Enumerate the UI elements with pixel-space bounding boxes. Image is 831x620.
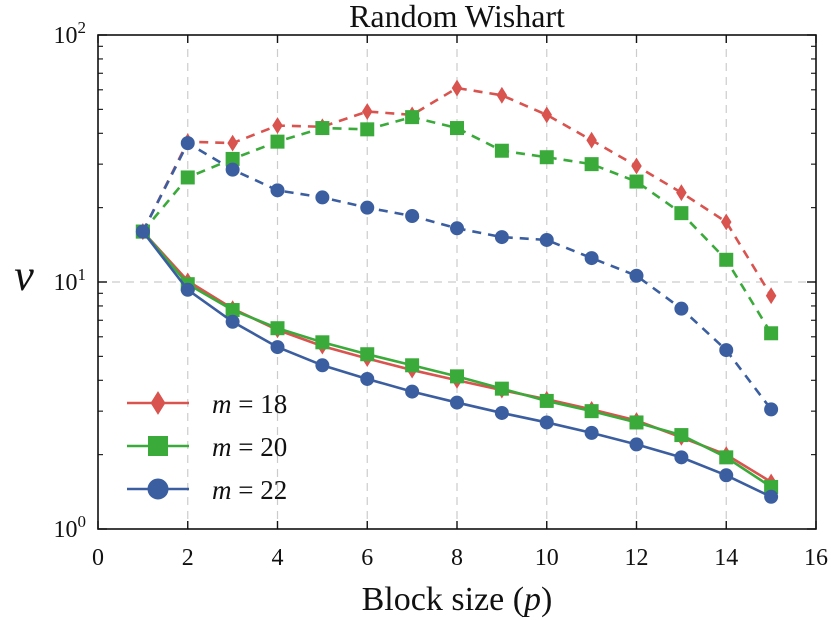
data-point-dashed-m18 <box>676 184 687 202</box>
data-point-solid-m22 <box>764 489 779 504</box>
x-tick-label: 4 <box>272 545 284 571</box>
data-point-solid-m22 <box>405 384 420 399</box>
x-tick-label: 12 <box>625 545 649 571</box>
data-point-dashed-m18 <box>361 103 373 120</box>
series-layer <box>135 79 779 504</box>
data-point-dashed-m18 <box>765 287 777 305</box>
data-point-dashed-m22 <box>360 200 375 215</box>
series-dashed-line-m18 <box>141 86 773 297</box>
data-point-solid-m22 <box>719 468 734 483</box>
data-point-solid-m22 <box>629 437 644 452</box>
legend: m = 18 m = 20 m = 22 <box>127 389 287 505</box>
data-point-dashed-m18 <box>720 213 732 231</box>
data-point-solid-m22 <box>315 358 330 373</box>
data-point-solid-m22 <box>225 314 240 329</box>
data-point-dashed-m22 <box>494 230 509 245</box>
data-point-dashed-m20 <box>315 121 330 136</box>
x-tick-label: 10 <box>535 545 559 571</box>
data-point-solid-m20 <box>270 321 285 336</box>
data-point-solid-m20 <box>360 347 375 362</box>
chart-title: Random Wishart <box>349 0 565 34</box>
tick-layer: 0 2 4 6 8 10 12 14 16 100 101 102 <box>54 18 829 571</box>
data-point-solid-m20 <box>584 404 599 419</box>
data-point-solid-m20 <box>539 393 554 408</box>
data-point-dashed-m20 <box>450 121 464 136</box>
data-point-solid-m20 <box>719 450 734 465</box>
data-point-dashed-m20 <box>405 110 420 125</box>
data-point-dashed-m20 <box>539 150 554 165</box>
grid-layer <box>98 35 816 529</box>
x-tick-label: 16 <box>804 545 828 571</box>
data-point-solid-m22 <box>450 395 464 410</box>
data-point-dashed-m22 <box>315 190 330 205</box>
x-tick-label: 6 <box>361 545 373 571</box>
data-point-dashed-m18 <box>631 157 642 175</box>
data-point-solid-m20 <box>315 335 330 350</box>
data-point-dashed-m22 <box>450 221 464 236</box>
data-point-dashed-m20 <box>494 143 509 158</box>
data-point-solid-m20 <box>450 369 464 384</box>
data-point-dashed-m22 <box>539 232 554 247</box>
y-tick-label: 100 <box>54 512 87 543</box>
x-tick-label: 2 <box>182 545 194 571</box>
data-point-dashed-m20 <box>584 157 599 172</box>
data-point-solid-m20 <box>674 428 689 443</box>
data-point-dashed-m22 <box>629 268 644 283</box>
data-point-dashed-m22 <box>674 301 689 316</box>
data-point-dashed-m20 <box>629 174 644 189</box>
data-point-solid-m20 <box>225 303 240 318</box>
data-point-dashed-m18 <box>451 79 463 97</box>
data-point-dashed-m22 <box>180 136 195 151</box>
data-point-dashed-m20 <box>764 326 779 341</box>
y-tick-label: 102 <box>54 18 87 49</box>
data-point-dashed-m22 <box>764 402 779 417</box>
data-point-dashed-m22 <box>270 183 285 198</box>
data-point-dashed-m20 <box>360 122 375 137</box>
legend-marker <box>148 436 168 456</box>
legend-label: m = 22 <box>212 475 287 505</box>
data-point-dashed-m18 <box>586 131 597 149</box>
y-axis-label: ν <box>14 251 34 300</box>
data-point-solid-m20 <box>405 358 420 373</box>
y-tick-label: 101 <box>54 265 87 296</box>
data-point-solid-m22 <box>674 450 689 465</box>
data-point-solid-m22 <box>494 405 509 420</box>
data-point-dashed-m18 <box>496 86 508 104</box>
data-point-dashed-m20 <box>719 252 734 267</box>
x-tick-label: 0 <box>92 545 104 571</box>
legend-marker <box>147 478 169 500</box>
data-point-dashed-m22 <box>719 343 734 358</box>
legend-marker <box>150 391 166 415</box>
data-point-dashed-m20 <box>180 170 195 185</box>
data-point-solid-m22 <box>270 340 285 355</box>
data-point-solid-m20 <box>629 415 644 430</box>
x-tick-label: 8 <box>451 545 463 571</box>
data-point-solid-m22 <box>135 224 150 239</box>
legend-label: m = 20 <box>212 432 287 462</box>
data-point-dashed-m18 <box>541 106 553 124</box>
x-tick-label: 14 <box>714 545 738 571</box>
data-point-solid-m22 <box>180 282 195 297</box>
legend-label: m = 18 <box>212 389 287 419</box>
data-point-dashed-m22 <box>225 162 240 177</box>
data-point-dashed-m22 <box>405 209 420 224</box>
series-dashed-line-m20 <box>141 115 773 334</box>
data-point-dashed-m20 <box>674 206 689 221</box>
data-point-solid-m22 <box>539 415 554 430</box>
data-point-dashed-m22 <box>584 251 599 266</box>
data-point-solid-m22 <box>360 371 375 386</box>
data-point-solid-m22 <box>584 425 599 440</box>
x-axis-label: Block size (p) <box>362 581 553 618</box>
data-point-dashed-m18 <box>227 134 238 152</box>
data-point-dashed-m18 <box>272 117 283 134</box>
data-point-dashed-m20 <box>270 134 285 149</box>
data-point-solid-m20 <box>494 381 509 396</box>
